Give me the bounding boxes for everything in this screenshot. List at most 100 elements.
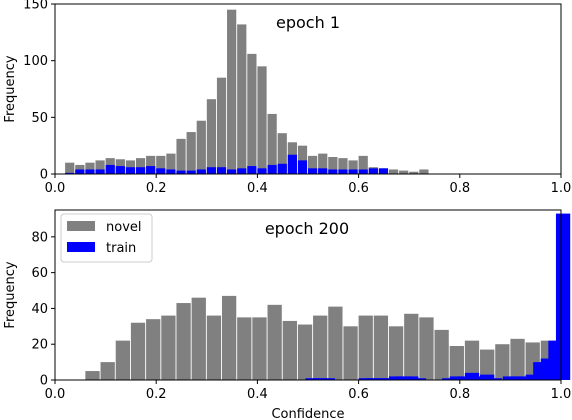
novel-bar (277, 133, 287, 174)
train-bar (216, 167, 227, 174)
train-bar (313, 378, 328, 380)
novel-bar (510, 338, 525, 380)
x-tick-label: 0.0 (45, 181, 66, 196)
novel-bar (328, 157, 338, 174)
novel-bar (216, 77, 227, 174)
train-bar (85, 169, 95, 174)
x-tick-label: 0.4 (247, 181, 268, 196)
train-bar (396, 376, 411, 380)
novel-bar (85, 162, 95, 174)
novel-bar (297, 324, 313, 380)
train-bar (388, 376, 404, 380)
novel-bar (221, 295, 237, 380)
train-bar (338, 169, 348, 174)
novel-bar (358, 315, 373, 380)
train-bar (358, 378, 373, 380)
epoch-200-histogram: 0.0 0.2 0.4 0.6 0.8 1.0 0 20 40 60 80 Frequency Conf… (3, 209, 572, 420)
y-tick-label: 0 (40, 374, 48, 389)
novel-bar (237, 317, 252, 380)
train-bar (257, 168, 267, 174)
train-bar (115, 166, 125, 174)
x-tick-label: 0.2 (146, 387, 167, 402)
novel-bar (343, 326, 358, 380)
train-bar (502, 376, 518, 380)
train-bar (373, 378, 389, 380)
x-axis-label: Confidence (271, 407, 344, 420)
x-tick-label: 1.0 (551, 181, 572, 196)
train-bar (318, 168, 328, 174)
train-bar (156, 168, 166, 174)
panel-title: epoch 1 (276, 13, 340, 32)
train-bar (358, 169, 368, 174)
train-bar (176, 170, 186, 174)
novel-bar (464, 340, 480, 380)
train-bar (247, 166, 257, 174)
train-bar (472, 376, 487, 380)
train-bar (464, 372, 480, 380)
novel-bar (308, 155, 318, 174)
novel-bar (348, 160, 358, 174)
novel-bar (399, 170, 409, 174)
novel-bar (434, 329, 449, 380)
novel-bar (206, 99, 217, 174)
novel-bar (146, 319, 161, 380)
y-tick-label: 0 (40, 168, 48, 183)
novel-bar (449, 346, 464, 380)
train-bar (525, 374, 540, 380)
train-bar (206, 167, 217, 174)
novel-bar (227, 9, 237, 175)
train-bar (381, 378, 396, 380)
train-bar (65, 172, 75, 174)
train-legend-swatch (67, 242, 95, 252)
train-bar (277, 163, 287, 174)
train-bar (449, 376, 464, 380)
novel-bar (409, 171, 419, 174)
novel-bar (267, 304, 282, 380)
train-bar (305, 378, 320, 380)
novel-bar (388, 326, 404, 380)
train-bar (105, 164, 115, 174)
novel-bar (404, 313, 419, 380)
novel-bar (495, 344, 510, 380)
train-bar (555, 213, 571, 380)
novel-bar (267, 113, 277, 174)
novel-bar (166, 153, 176, 174)
epoch-1-histogram: 0.0 0.2 0.4 0.6 0.8 1.0 0 50 100 150 Frequency epoc… (3, 0, 571, 196)
novel-bar (191, 297, 206, 380)
x-tick-label: 0.8 (449, 387, 470, 402)
novel-bar (237, 24, 247, 175)
novel-legend-swatch (67, 221, 95, 231)
train-bar (366, 378, 381, 380)
train-bar (125, 167, 136, 174)
train-bar (95, 169, 105, 174)
y-tick-label: 50 (31, 111, 48, 126)
train-bar (196, 169, 206, 174)
train-bar (442, 378, 457, 380)
train-bar (368, 168, 378, 174)
train-bar (378, 168, 389, 174)
novel-bar (135, 158, 146, 174)
train-bar (320, 378, 335, 380)
x-tick-label: 0.2 (146, 181, 167, 196)
panel-title: epoch 200 (265, 219, 349, 238)
x-tick-label: 0.0 (45, 387, 66, 402)
novel-bar (313, 315, 328, 380)
train-bar (135, 167, 146, 174)
novel-bar (328, 306, 343, 380)
train-bar (227, 169, 237, 174)
novel-bar (156, 155, 166, 174)
novel-bar (257, 66, 267, 174)
train-bar (237, 168, 247, 174)
train-bar (411, 378, 427, 380)
train-bar (328, 169, 338, 174)
novel-bar (196, 120, 206, 174)
novel-bar (338, 158, 348, 174)
novel-bar (419, 169, 429, 174)
novel-bar (146, 155, 156, 174)
train-bar (348, 169, 358, 174)
legend: novel train (60, 213, 153, 263)
novel-legend-label: novel (106, 220, 142, 235)
x-tick-label: 1.0 (551, 387, 572, 402)
novel-bar (65, 162, 75, 174)
